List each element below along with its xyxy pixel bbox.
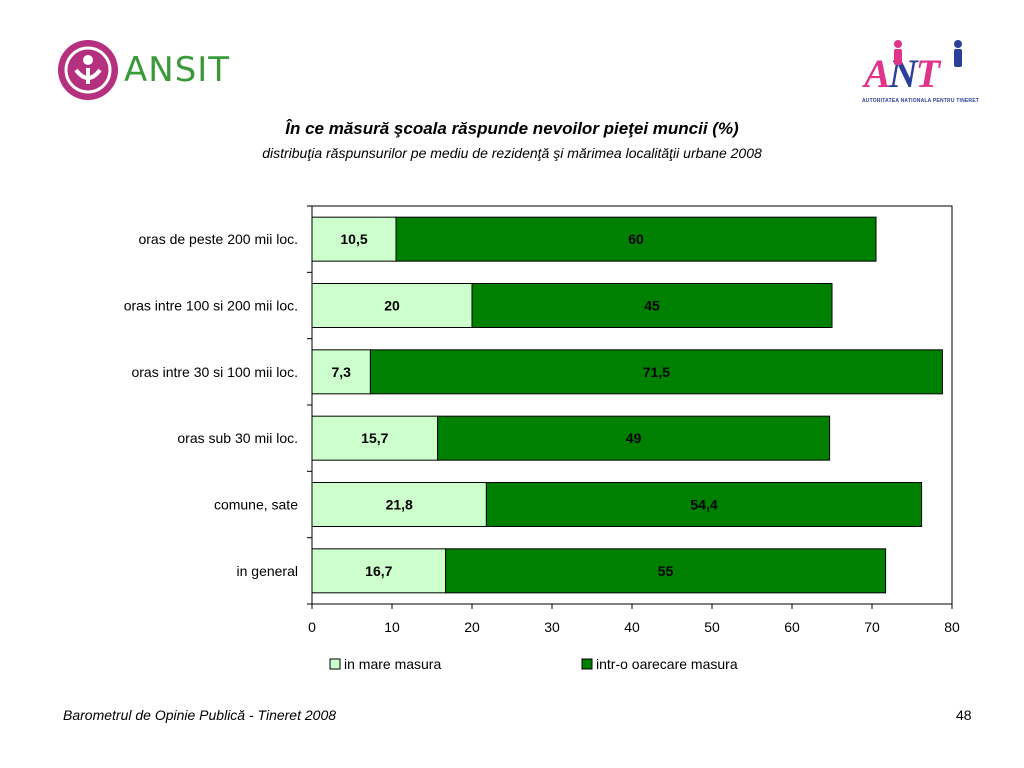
x-tick-label: 0 <box>308 619 316 635</box>
data-label: 7,3 <box>331 364 351 380</box>
legend-swatch <box>329 658 341 670</box>
category-label: comune, sate <box>214 497 298 513</box>
data-label: 21,8 <box>386 497 413 513</box>
ant-logo: ANT AUTORITATEA NATIONALA PENTRU TINERET <box>858 38 980 108</box>
plot-area-border <box>311 205 953 605</box>
data-label: 60 <box>628 231 644 247</box>
x-tick-label: 50 <box>704 619 720 635</box>
x-tick-label: 30 <box>544 619 560 635</box>
data-label: 20 <box>384 298 400 314</box>
bar-segment-intr-o-oarecare-masura <box>395 216 877 262</box>
x-tick-label: 40 <box>624 619 640 635</box>
data-label: 49 <box>626 430 642 446</box>
bar-segment-in-mare-masura <box>311 216 397 262</box>
category-label: oras sub 30 mii loc. <box>177 430 298 446</box>
bar-segment-in-mare-masura <box>311 415 439 461</box>
ansit-logo: ANSIT <box>58 38 231 102</box>
bar-segment-intr-o-oarecare-masura <box>485 482 923 527</box>
legend-label: in mare masura <box>344 656 441 672</box>
data-label: 55 <box>658 563 674 579</box>
data-label: 15,7 <box>361 430 388 446</box>
x-tick-label: 20 <box>464 619 480 635</box>
bar-segment-in-mare-masura <box>311 283 473 328</box>
ansit-emblem-icon <box>58 40 118 100</box>
category-label: oras intre 30 si 100 mii loc. <box>131 364 298 380</box>
ansit-wordmark: ANSIT <box>124 50 231 90</box>
legend-swatch <box>581 658 593 670</box>
chart-subtitle: distribuţia răspunsurilor pe mediu de re… <box>262 145 762 161</box>
bar-segment-in-mare-masura <box>311 482 487 527</box>
legend-label: intr-o oarecare masura <box>596 656 738 672</box>
category-label: in general <box>237 563 299 579</box>
footer-text: Barometrul de Opinie Publică - Tineret 2… <box>63 707 337 723</box>
data-label: 54,4 <box>690 497 717 513</box>
bar-segment-intr-o-oarecare-masura <box>369 349 943 395</box>
data-label: 10,5 <box>340 231 367 247</box>
chart-title: În ce măsură şcoala răspunde nevoilor pi… <box>285 119 739 138</box>
ant-wordmark: ANT <box>864 51 940 96</box>
page-number: 48 <box>956 707 972 723</box>
ant-figures-icon <box>894 40 962 67</box>
data-label: 16,7 <box>365 563 392 579</box>
x-tick-label: 80 <box>944 619 960 635</box>
data-label: 71,5 <box>643 364 670 380</box>
bar-segment-intr-o-oarecare-masura <box>445 548 887 594</box>
bar-segment-intr-o-oarecare-masura <box>471 283 833 328</box>
ant-tagline: AUTORITATEA NATIONALA PENTRU TINERET <box>862 98 980 104</box>
data-label: 45 <box>644 298 660 314</box>
x-tick-label: 70 <box>864 619 880 635</box>
bar-segment-intr-o-oarecare-masura <box>437 415 831 461</box>
x-tick-label: 60 <box>784 619 800 635</box>
category-label: oras intre 100 si 200 mii loc. <box>124 298 298 314</box>
x-tick-label: 10 <box>384 619 400 635</box>
category-label: oras de peste 200 mii loc. <box>138 231 298 247</box>
